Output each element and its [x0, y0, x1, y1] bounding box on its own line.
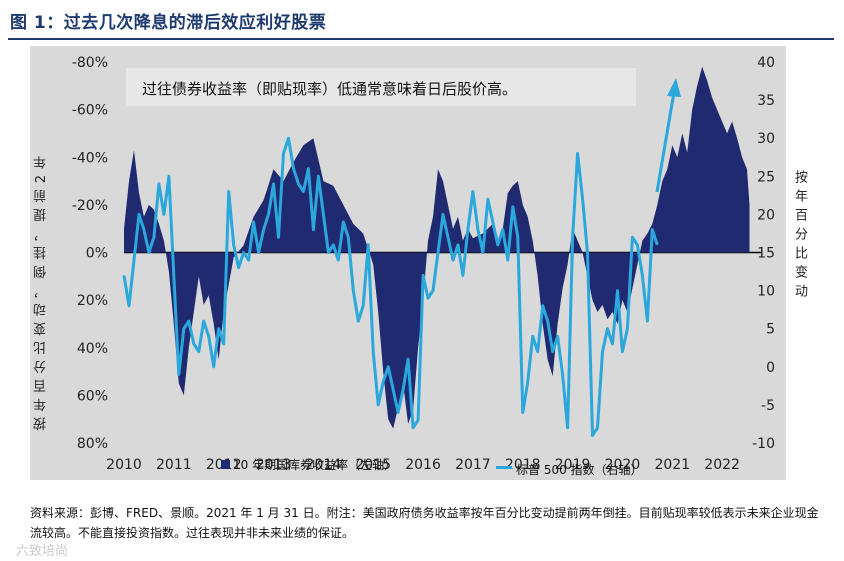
source-note: 资料来源：彭博、FRED、景顺。2021 年 1 月 31 日。附注：美国政府债… — [30, 506, 819, 540]
left-tick-label: -60% — [72, 103, 108, 119]
left-axis: -80% -60% -40% -20% 0% 20% 40% 60% 80% — [72, 55, 108, 452]
x-tick-label: 2015 — [355, 457, 391, 473]
right-tick-label: 30 — [757, 131, 775, 147]
left-axis-label: 按年百分比变动，倒挂，提前2年 — [34, 150, 49, 431]
x-tick-label: 2010 — [106, 457, 142, 473]
right-tick-label: 20 — [757, 207, 775, 223]
x-tick-label: 2011 — [156, 457, 192, 473]
x-axis: 2010201120122013201420152016201720182019… — [106, 457, 740, 473]
annotation-text: 过往债券收益率（即贴现率）低通常意味着日后股价高。 — [142, 80, 517, 98]
right-tick-label: 35 — [757, 93, 775, 109]
left-tick-label: -20% — [72, 198, 108, 214]
x-tick-label: 2013 — [256, 457, 292, 473]
page-title: 图 1：过去几次降息的滞后效应利好股票 — [10, 13, 327, 33]
right-tick-label: 25 — [757, 169, 775, 185]
chart: -80% -60% -40% -20% 0% 20% 40% 60% 80% 40 35 30 25 2… — [72, 55, 775, 477]
right-tick-label: -5 — [761, 398, 775, 414]
legend-label-sp500: 标普 500 指数（右轴） — [516, 462, 643, 477]
yield-area-layer — [124, 66, 750, 429]
left-tick-label: 0% — [86, 246, 108, 262]
sp500-line — [122, 136, 659, 437]
right-axis: 40 35 30 25 20 15 10 5 0 -5 -10 — [752, 55, 775, 452]
right-tick-label: 5 — [766, 322, 775, 338]
x-tick-label: 2021 — [654, 457, 690, 473]
yield-area — [124, 66, 750, 429]
title-divider — [8, 38, 834, 40]
left-tick-label: -80% — [72, 55, 108, 71]
left-tick-label: -40% — [72, 150, 108, 166]
x-tick-label: 2018 — [505, 457, 541, 473]
trend-arrow — [655, 78, 681, 193]
legend: 10 年期国库券收益率（左轴） 标普 500 指数（右轴） — [221, 457, 643, 477]
chart-panel: -80% -60% -40% -20% 0% 20% 40% 60% 80% 40 35 30 25 2… — [30, 46, 786, 480]
right-tick-label: 15 — [757, 246, 775, 262]
x-tick-label: 2019 — [555, 457, 591, 473]
right-axis-label: 按年百分比变动 — [792, 170, 807, 303]
annotation-box — [126, 68, 636, 106]
legend-swatch-sp500 — [496, 466, 512, 469]
sp500-line-layer — [122, 136, 659, 437]
x-tick-label: 2016 — [405, 457, 441, 473]
trend-arrow-head — [667, 78, 681, 97]
left-tick-label: 20% — [77, 293, 108, 309]
x-tick-label: 2022 — [704, 457, 740, 473]
trend-arrow-shaft — [655, 91, 676, 193]
left-tick-label: 60% — [77, 388, 108, 404]
right-tick-label: 40 — [757, 55, 775, 71]
left-tick-label: 80% — [77, 436, 108, 452]
x-tick-label: 2014 — [306, 457, 342, 473]
left-tick-label: 40% — [77, 341, 108, 357]
right-tick-label: -10 — [752, 436, 775, 452]
legend-label-yield: 10 年期国库券收益率（左轴） — [233, 457, 396, 472]
watermark: 六致培尚 — [16, 544, 69, 559]
x-tick-label: 2020 — [605, 457, 641, 473]
legend-swatch-yield — [221, 460, 230, 469]
right-tick-label: 0 — [766, 360, 775, 376]
x-tick-label: 2017 — [455, 457, 491, 473]
right-tick-label: 10 — [757, 284, 775, 300]
